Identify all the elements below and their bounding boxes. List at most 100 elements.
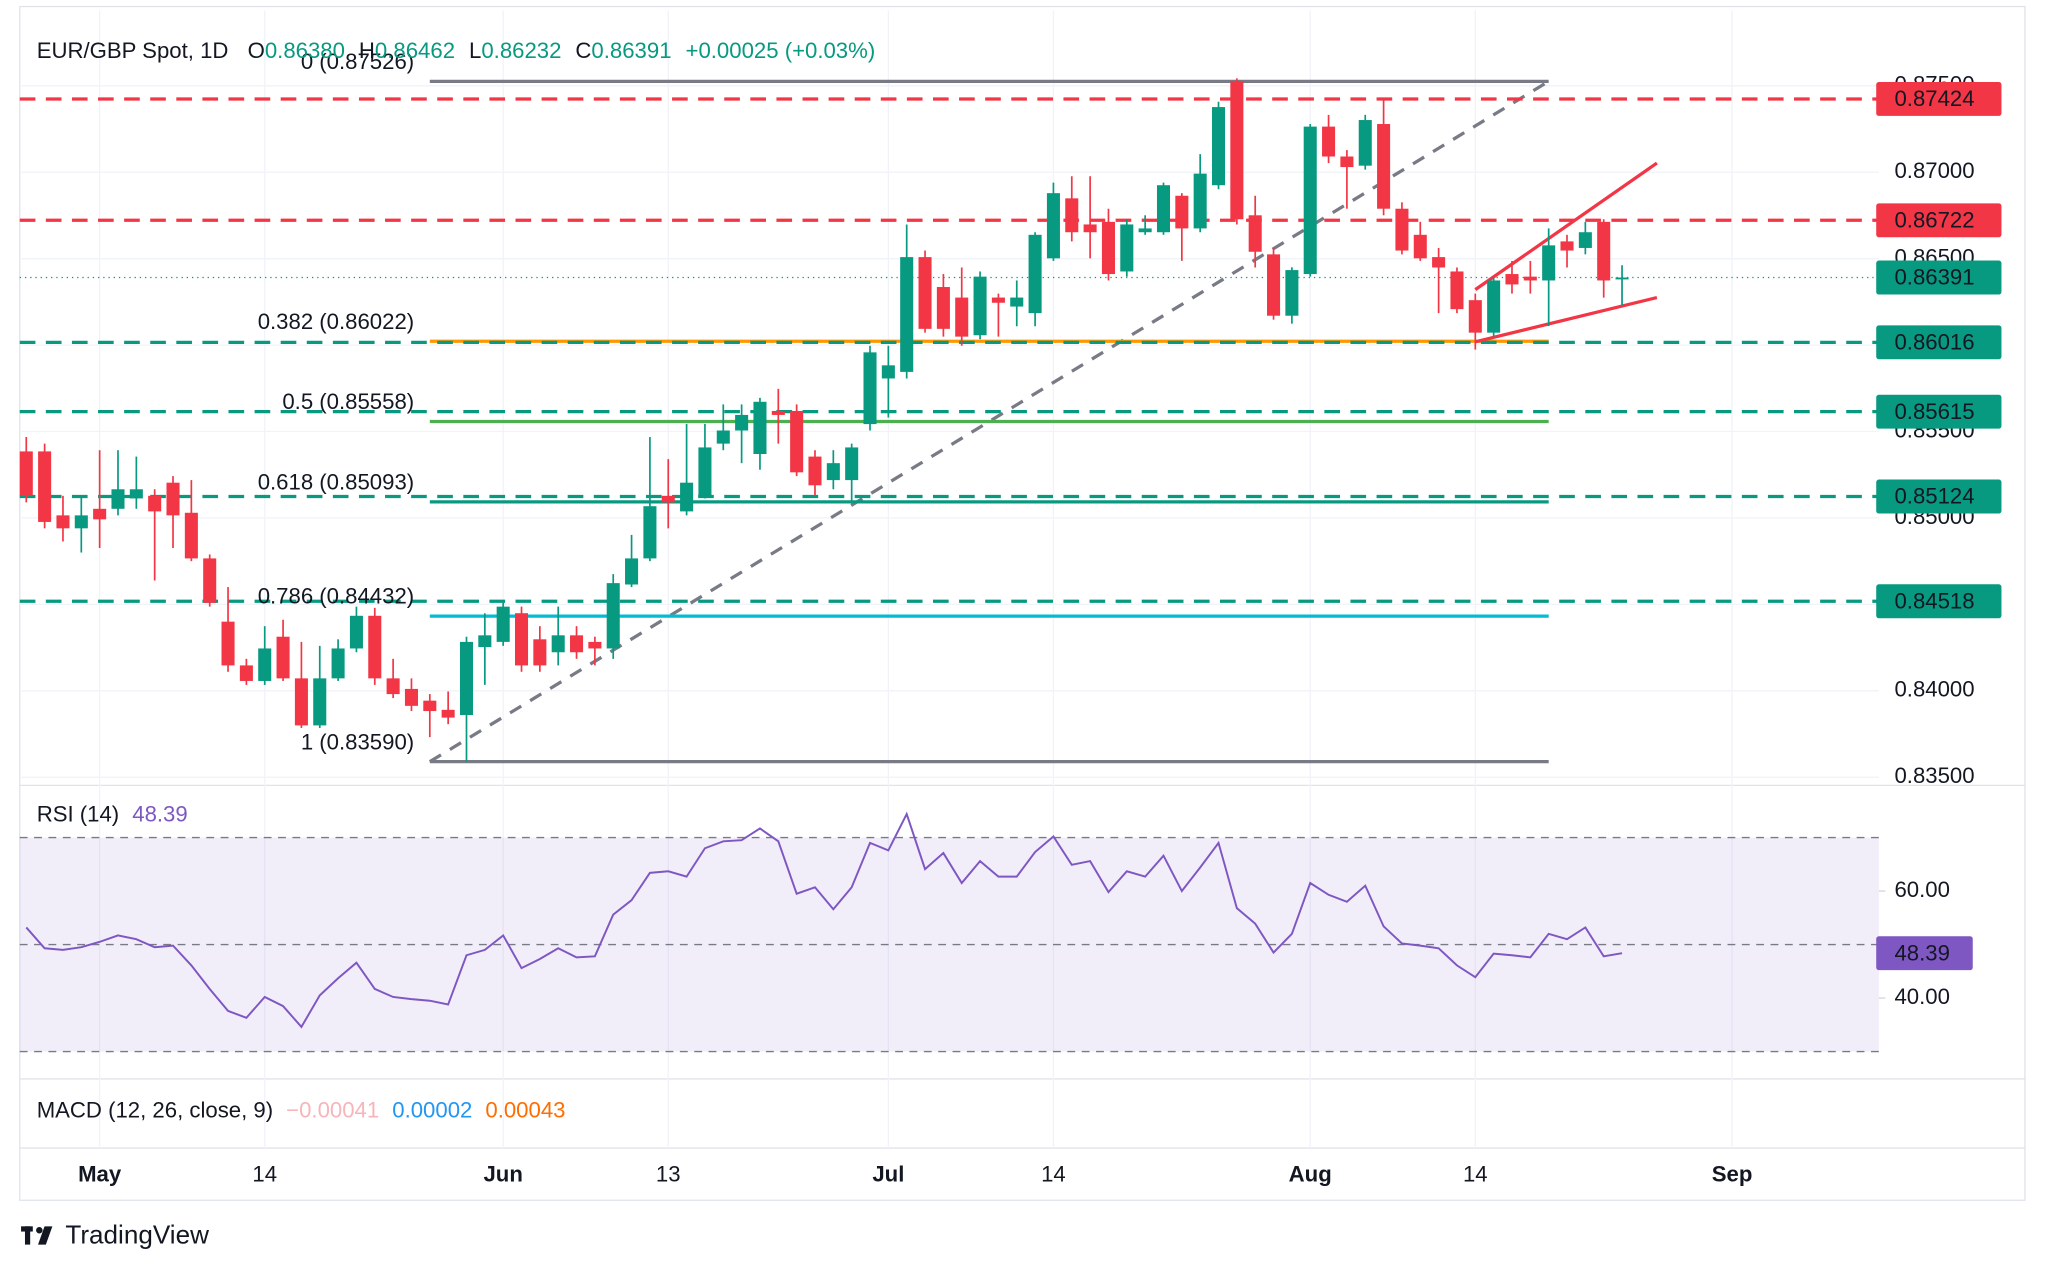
candle-body bbox=[1450, 271, 1464, 310]
macd-value: −0.00041 bbox=[286, 1097, 379, 1122]
candle-body bbox=[203, 558, 217, 603]
candle-body bbox=[1028, 234, 1042, 314]
ohlc-key: H bbox=[359, 38, 375, 63]
candle-body bbox=[1468, 300, 1482, 333]
fib-level-label: 0.786 (0.84432) bbox=[258, 584, 414, 609]
x-tick-label: 14 bbox=[1041, 1161, 1066, 1186]
chart-header: EUR/GBP Spot, 1D O0.86380 H0.86462 L0.86… bbox=[37, 38, 876, 63]
candle-body bbox=[918, 257, 932, 329]
candle-body bbox=[845, 447, 859, 481]
ohlc-value: 0.86462 bbox=[375, 38, 455, 63]
candle-body bbox=[1303, 126, 1317, 275]
price-badge-label: 0.85124 bbox=[1894, 484, 1974, 509]
price-badge bbox=[1876, 584, 2002, 619]
candle-body bbox=[1322, 126, 1336, 157]
candle-body bbox=[56, 515, 70, 529]
brand-logo bbox=[21, 1226, 53, 1245]
candle-body bbox=[1267, 254, 1281, 316]
candle-body bbox=[936, 287, 950, 329]
candle-body bbox=[826, 463, 840, 481]
ohlc-value: 0.86391 bbox=[591, 38, 671, 63]
symbol-title: EUR/GBP Spot, 1D bbox=[37, 38, 229, 63]
price-badge bbox=[1876, 479, 2002, 514]
candle-body bbox=[294, 678, 308, 726]
candle-body bbox=[753, 401, 767, 454]
candle-body bbox=[1211, 107, 1226, 186]
price-badge-label: 0.84518 bbox=[1894, 588, 1974, 613]
x-tick-label: 14 bbox=[252, 1161, 277, 1186]
candle-body bbox=[478, 635, 492, 648]
rsi-badge bbox=[1876, 936, 1973, 971]
last-price-badge bbox=[1876, 260, 2002, 295]
candle-body bbox=[1542, 245, 1556, 281]
x-tick-label: 14 bbox=[1463, 1161, 1488, 1186]
y-tick-label: 0.87000 bbox=[1894, 158, 1974, 183]
candle-body bbox=[991, 297, 1005, 303]
candle-body bbox=[1523, 276, 1537, 281]
candle-body bbox=[368, 615, 382, 679]
rsi-tick-label: 40.00 bbox=[1894, 984, 1949, 1009]
wedge-line bbox=[1474, 295, 1658, 344]
chart-frame bbox=[19, 5, 2026, 1201]
candle-body bbox=[625, 558, 639, 585]
candle-body bbox=[661, 495, 675, 503]
x-tick-label: Jun bbox=[483, 1161, 522, 1186]
candle-body bbox=[771, 410, 785, 415]
y-tick-label: 0.83500 bbox=[1894, 763, 1974, 788]
candle-body bbox=[1046, 193, 1060, 259]
rsi-badge-label: 48.39 bbox=[1894, 940, 1949, 965]
candle-body bbox=[790, 410, 804, 473]
candle-body bbox=[1340, 156, 1354, 168]
rsi-current: 48.39 bbox=[132, 801, 187, 826]
x-tick-label: Sep bbox=[1712, 1161, 1753, 1186]
ohlc-key: C bbox=[575, 38, 591, 63]
candle-body bbox=[863, 352, 877, 425]
candle-body bbox=[1065, 198, 1079, 233]
candle-body bbox=[496, 606, 510, 642]
candle-body bbox=[349, 615, 363, 649]
fib-level-label: 1 (0.83590) bbox=[301, 729, 414, 754]
fib-level-label: 0 (0.87526) bbox=[301, 49, 414, 74]
candle-body bbox=[459, 641, 474, 716]
candle-body bbox=[1578, 232, 1592, 248]
price-change: +0.00025 (+0.03%) bbox=[686, 38, 876, 63]
candle-body bbox=[551, 635, 565, 653]
rsi-tick-label: 60.00 bbox=[1894, 877, 1949, 902]
candle-body bbox=[19, 451, 33, 496]
candle-body bbox=[1505, 274, 1519, 285]
x-tick-label: May bbox=[78, 1161, 122, 1186]
ohlc-value: 0.86380 bbox=[265, 38, 345, 63]
rsi-title: RSI (14) 48.39 bbox=[37, 801, 188, 826]
logo-part bbox=[24, 1226, 31, 1245]
ohlc-key: L bbox=[469, 38, 481, 63]
candle-body bbox=[423, 700, 437, 712]
candle-body bbox=[111, 489, 125, 509]
price-badge-label: 0.86016 bbox=[1894, 329, 1974, 354]
candle-body bbox=[881, 365, 895, 379]
candle-body bbox=[1487, 280, 1501, 333]
x-tick-label: Jul bbox=[872, 1161, 904, 1186]
rsi-title-text: RSI (14) bbox=[37, 801, 120, 826]
ohlc-value: 0.86232 bbox=[481, 38, 561, 63]
candle-body bbox=[1615, 277, 1629, 280]
y-tick-label: 0.84000 bbox=[1894, 677, 1974, 702]
candle-body bbox=[74, 515, 88, 529]
price-badge-label: 0.86722 bbox=[1894, 207, 1974, 232]
candle-body bbox=[643, 506, 657, 559]
price-badge-label: 0.85615 bbox=[1894, 399, 1974, 424]
candle-body bbox=[404, 688, 418, 706]
last-price-label: 0.86391 bbox=[1894, 265, 1974, 290]
candle-body bbox=[93, 508, 107, 520]
candle-body bbox=[1248, 215, 1262, 252]
candle-body bbox=[716, 430, 730, 444]
candle-body bbox=[1010, 297, 1024, 307]
candle-body bbox=[1083, 224, 1097, 233]
candle-body bbox=[441, 709, 455, 718]
candle-layer bbox=[19, 78, 1629, 762]
price-badge bbox=[1876, 81, 2002, 116]
candle-body bbox=[313, 678, 327, 726]
candle-body bbox=[1138, 228, 1152, 233]
candle-body bbox=[184, 512, 198, 559]
logo-part bbox=[38, 1226, 53, 1245]
